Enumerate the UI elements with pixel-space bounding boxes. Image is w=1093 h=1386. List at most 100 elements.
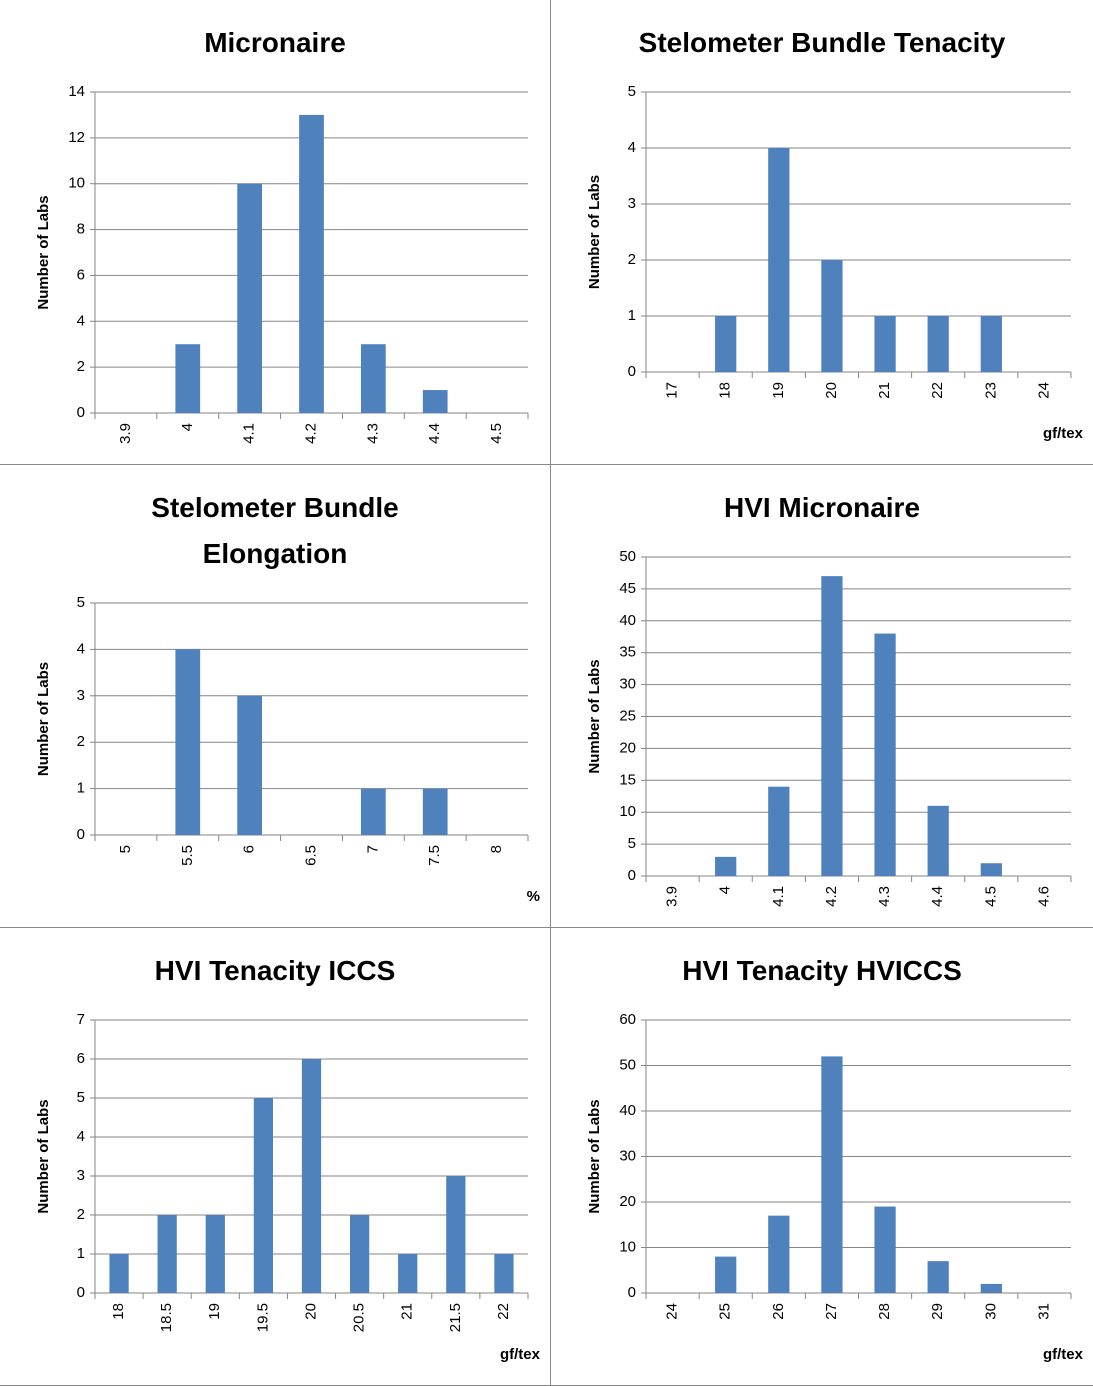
bar: [768, 148, 790, 372]
x-tick-label: 4.5: [982, 886, 999, 907]
x-tick-label: 4.4: [426, 423, 443, 444]
bar: [205, 1215, 225, 1293]
chart-cell: Micronaire 0 2 4 6 8 10 12 14 3.9 4 4.1 4.2 4.3 4.4 4.5…: [0, 0, 551, 465]
y-tick-label: 3: [628, 195, 636, 212]
x-tick-label: 20: [302, 1303, 319, 1320]
y-tick-label: 20: [619, 1193, 636, 1210]
x-tick-label: 28: [876, 1303, 893, 1320]
y-tick-label: 5: [77, 594, 85, 611]
bar: [715, 856, 737, 876]
x-tick-label: 24: [1035, 382, 1052, 399]
chart: 0 1 2 3 4 5 6 7 18 18.5 19 19.5 20 20.5 21 21.5 22 Number…: [35, 1011, 541, 1363]
x-tick-label: 18.5: [158, 1303, 175, 1332]
chart-cell: HVI Tenacity ICCS 0 1 2 3 4 5 6 7 18 18.5 19 19.5 20 2…: [0, 928, 551, 1386]
y-tick-label: 4: [77, 312, 85, 329]
y-tick-label: 0: [77, 1284, 85, 1301]
chart-title: HVI Tenacity HVICCS: [682, 955, 962, 986]
y-tick-label: 10: [68, 175, 85, 192]
x-tick-label: 4.1: [770, 886, 787, 907]
x-tick-label: 4: [717, 886, 734, 894]
x-axis-label: %: [527, 888, 540, 905]
bar: [874, 633, 896, 876]
bar: [927, 805, 949, 876]
bar: [398, 1254, 418, 1293]
y-tick-label: 1: [77, 780, 85, 797]
chart-cell: Stelometer Bundle Elongation 0 1 2 3 4 5 5 5.5 6 6…: [0, 465, 551, 928]
y-tick-label: 35: [619, 644, 636, 661]
chart: 0 5 10 15 20 25 30 35 40 45 50 3.9 4 4.1 4.2 4.3 4.4 4.5 4…: [586, 548, 1072, 907]
x-tick-label: 17: [664, 382, 681, 399]
y-tick-label: 25: [619, 707, 636, 724]
x-tick-label: 4.3: [876, 886, 893, 907]
x-tick-label: 19: [770, 382, 787, 399]
bar: [821, 576, 843, 876]
x-tick-label: 22: [495, 1303, 512, 1320]
bar: [157, 1215, 177, 1293]
x-tick-label: 26: [770, 1303, 787, 1320]
y-tick-label: 5: [628, 835, 636, 852]
x-tick-label: 18: [110, 1303, 127, 1320]
x-axis-label: gf/tex: [500, 1346, 541, 1363]
x-tick-label: 27: [823, 1303, 840, 1320]
y-tick-label: 15: [619, 771, 636, 788]
y-tick-label: 1: [628, 307, 636, 324]
y-tick-label: 2: [77, 358, 85, 375]
x-tick-label: 18: [717, 382, 734, 399]
bar: [299, 114, 324, 413]
bar: [422, 788, 448, 835]
x-tick-label: 7: [364, 845, 381, 853]
y-tick-label: 45: [619, 580, 636, 597]
x-axis-label: gf/tex: [1043, 425, 1084, 442]
y-tick-label: 30: [619, 1147, 636, 1164]
x-tick-label: 25: [717, 1303, 734, 1320]
y-tick-label: 3: [77, 1167, 85, 1184]
x-tick-label: 4.2: [823, 886, 840, 907]
x-axis-label: gf/tex: [1043, 1346, 1084, 1363]
chart-title: Stelometer Bundle Tenacity: [638, 27, 1006, 58]
y-tick-label: 30: [619, 676, 636, 693]
chart-cell: Stelometer Bundle Tenacity 0 1 2 3 4 5 17 18 19 20…: [551, 0, 1093, 465]
y-axis-label: Number of Labs: [586, 659, 603, 773]
x-tick-label: 7.5: [426, 845, 443, 866]
bar: [446, 1176, 466, 1293]
y-tick-label: 0: [628, 363, 636, 380]
x-tick-label: 30: [982, 1303, 999, 1320]
y-tick-label: 2: [628, 251, 636, 268]
x-tick-label: 6: [241, 845, 258, 853]
x-tick-label: 4.2: [302, 423, 319, 444]
x-tick-label: 21: [399, 1303, 416, 1320]
y-tick-label: 0: [77, 826, 85, 843]
y-axis-label: Number of Labs: [35, 662, 52, 776]
x-tick-label: 4.5: [488, 423, 505, 444]
y-tick-label: 4: [628, 139, 636, 156]
bar: [715, 1256, 737, 1293]
bar: [360, 788, 386, 835]
x-tick-label: 19.5: [254, 1303, 271, 1332]
y-tick-label: 10: [619, 1238, 636, 1255]
y-tick-label: 12: [68, 129, 85, 146]
bar: [360, 344, 386, 413]
y-tick-label: 50: [619, 1056, 636, 1073]
bar: [175, 649, 201, 835]
bar: [349, 1215, 370, 1293]
y-axis-label: Number of Labs: [35, 1099, 52, 1213]
bar: [821, 260, 843, 372]
y-tick-label: 6: [77, 1050, 85, 1067]
x-tick-label: 20: [823, 382, 840, 399]
chart-cell: HVI Micronaire 0 5 10 15 20 25 30 35 40 45 50 3.9 4 4.…: [551, 465, 1093, 928]
x-tick-label: 4.6: [1035, 886, 1052, 907]
y-axis-label: Number of Labs: [586, 175, 603, 289]
x-tick-label: 21: [876, 382, 893, 399]
bar: [927, 316, 949, 372]
bar: [980, 316, 1002, 372]
bar: [237, 695, 263, 835]
bar: [109, 1254, 129, 1293]
x-tick-label: 20.5: [351, 1303, 368, 1332]
x-tick-label: 31: [1035, 1303, 1052, 1320]
y-tick-label: 10: [619, 803, 636, 820]
bar: [821, 1056, 843, 1293]
x-tick-label: 4.4: [929, 886, 946, 907]
bar: [768, 786, 790, 876]
